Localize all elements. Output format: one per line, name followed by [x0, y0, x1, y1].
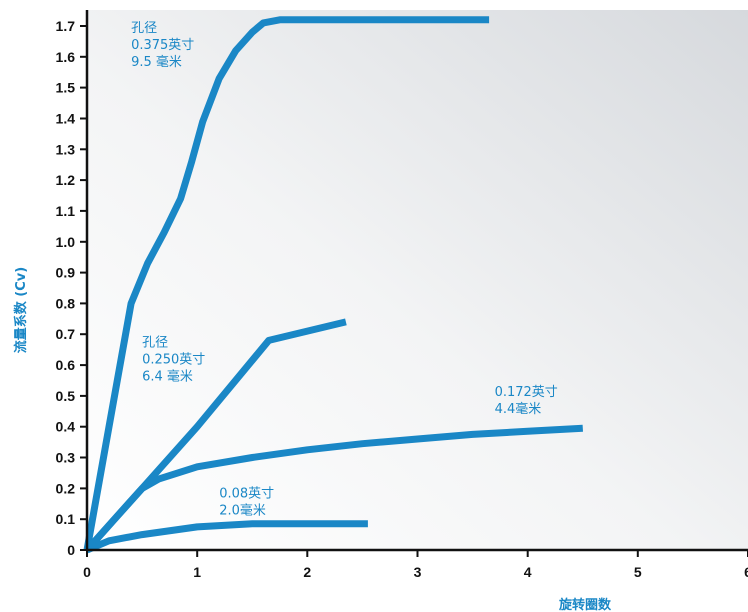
y-axis-title: 流量系数 (Cv)	[13, 267, 29, 353]
y-tick-label: 1.1	[56, 203, 76, 219]
annotation-2-line-3: 6.4 毫米	[142, 369, 193, 385]
y-tick-label: 0.1	[56, 511, 76, 527]
y-tick-label: 1.6	[56, 49, 76, 65]
y-tick-label: 1.0	[56, 234, 76, 250]
x-axis-title: 旋转圈数	[558, 597, 612, 612]
x-tick-label: 0	[83, 564, 91, 580]
y-tick-label: 1.2	[56, 172, 76, 188]
y-tick-label: 0.5	[56, 388, 76, 404]
y-tick-label: 0.6	[56, 357, 76, 373]
annotation-4-line-1: 0.08英寸	[219, 487, 274, 502]
y-tick-label: 0.8	[56, 295, 76, 311]
series-line-1	[83, 16, 490, 551]
y-tick-label: 0.7	[56, 326, 76, 342]
ticks-layer: 0 0.1 0.2 0.3 0.4 0.5 0.6 0.7 0.8 0.9 1.0 1.1 1.2 1.3…	[56, 18, 748, 580]
x-tick-label: 6	[744, 564, 748, 580]
annotation-2-line-1: 孔径	[142, 336, 168, 351]
y-tick-label: 0.3	[56, 450, 76, 466]
annotation-1-line-2: 0.375英寸	[131, 38, 194, 53]
y-tick-label: 1.3	[56, 141, 76, 157]
x-tick-label: 5	[634, 564, 642, 580]
y-tick-label: 1.4	[56, 111, 76, 127]
annotation-4-line-2: 2.0毫米	[219, 503, 266, 519]
y-tick-label: 0.2	[56, 480, 76, 496]
y-tick-label: 0.4	[56, 419, 76, 435]
y-tick-label: 1.5	[56, 80, 76, 96]
annotation-1-line-1: 孔径	[131, 21, 157, 36]
x-tick-label: 1	[193, 564, 201, 580]
series-line-4	[85, 520, 368, 554]
y-tick-label: 0	[67, 542, 75, 558]
series-line-3	[84, 424, 583, 553]
x-tick-label: 4	[524, 564, 532, 580]
y-tick-label: 0.9	[56, 265, 76, 281]
annotation-3-line-2: 4.4毫米	[495, 401, 542, 417]
annotation-1-line-3: 9.5 毫米	[131, 54, 182, 70]
y-tick-label: 1.7	[56, 18, 76, 34]
x-tick-label: 3	[414, 564, 422, 580]
x-tick-label: 2	[303, 564, 311, 580]
annotation-3-line-1: 0.172英寸	[495, 385, 558, 400]
plot-background	[87, 10, 748, 550]
annotation-2-line-2: 0.250英寸	[142, 353, 205, 368]
series-layer	[83, 16, 583, 554]
